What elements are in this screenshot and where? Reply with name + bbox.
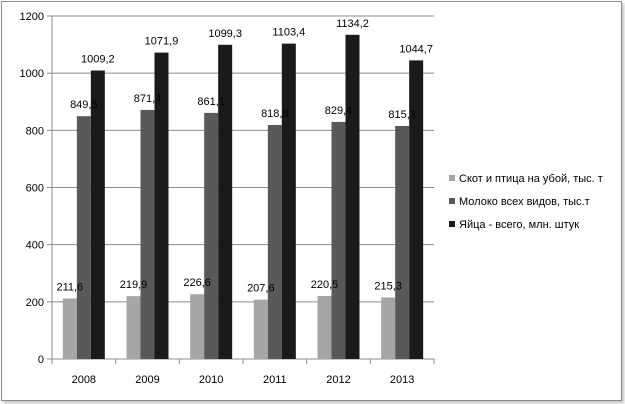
y-tick-label: 600 <box>26 183 44 195</box>
legend-swatch <box>449 221 455 227</box>
bar-data-label: 220,5 <box>311 279 339 291</box>
bar-data-label: 861,1 <box>197 96 225 108</box>
bar <box>126 296 141 359</box>
axes: 0 200 400 600 800 1000 1200 2008 2009 2010 2011 201… <box>20 11 435 386</box>
bar-data-label: 1103,4 <box>272 27 305 39</box>
bar-data-label: 1044,7 <box>399 43 433 55</box>
y-tick-label: 0 <box>38 354 44 366</box>
y-tick-label: 1000 <box>20 68 44 80</box>
bar-data-label: 207,6 <box>247 283 275 295</box>
bar <box>218 44 233 359</box>
bars <box>62 34 424 360</box>
bar-data-label: 215,3 <box>374 280 402 292</box>
bar-data-label: 1099,3 <box>208 28 242 40</box>
legend-swatch <box>449 198 455 204</box>
bar <box>154 52 169 360</box>
legend-swatch <box>449 175 455 181</box>
bar <box>395 125 410 359</box>
y-tick-label: 1200 <box>20 11 44 23</box>
x-tick-label: 2012 <box>326 374 350 386</box>
bar <box>90 70 105 360</box>
bar-data-label: 871,4 <box>134 93 162 105</box>
x-tick-label: 2011 <box>263 374 287 386</box>
bar-data-label: 1009,2 <box>81 54 115 66</box>
bar <box>190 294 205 359</box>
bar-data-label: 1071,9 <box>145 36 179 48</box>
bar <box>331 121 346 359</box>
bar <box>281 43 296 359</box>
bar <box>345 34 360 360</box>
y-tick-label: 800 <box>26 125 44 137</box>
bar-data-label: 829,4 <box>325 105 353 117</box>
bar-data-label: 818,8 <box>261 108 289 120</box>
bar <box>62 298 77 359</box>
gridlines <box>52 15 434 303</box>
bar <box>409 60 424 359</box>
bar <box>317 295 332 359</box>
x-tick-label: 2010 <box>199 374 223 386</box>
legend: Скот и птица на убой, тыс. т Молоко всех … <box>449 173 603 231</box>
bar <box>204 112 219 359</box>
y-tick-label: 200 <box>26 297 44 309</box>
bar-data-label: 849,5 <box>70 99 98 111</box>
x-tick-label: 2008 <box>72 374 96 386</box>
legend-entry: Молоко всех видов, тыс.т <box>459 196 590 208</box>
x-tick-label: 2009 <box>135 374 159 386</box>
bar <box>140 109 155 359</box>
x-tick-label: 2013 <box>390 374 414 386</box>
bar <box>381 297 396 359</box>
data-labels: 211,6 849,5 1009,2 219,9 871,4 1071,9 226,6 861… <box>56 18 433 295</box>
bar <box>253 299 268 359</box>
legend-entry: Скот и птица на убой, тыс. т <box>459 173 603 185</box>
bar-data-label: 226,6 <box>183 277 211 289</box>
bar <box>267 124 282 360</box>
bar-data-label: 815,3 <box>388 109 416 121</box>
bar-data-label: 211,6 <box>56 282 83 294</box>
bar-data-label: 219,9 <box>120 279 148 291</box>
y-tick-label: 400 <box>26 240 44 252</box>
legend-entry: Яйца - всего, млн. штук <box>459 219 579 231</box>
bar-data-label: 1134,2 <box>336 18 369 30</box>
bar <box>76 116 91 359</box>
